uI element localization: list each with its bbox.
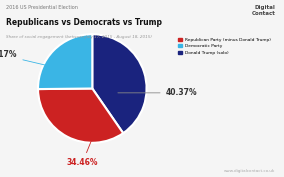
Text: 40.37%: 40.37% bbox=[118, 88, 197, 97]
Wedge shape bbox=[38, 34, 92, 89]
Text: 2016 US Presidential Election: 2016 US Presidential Election bbox=[6, 5, 78, 10]
Text: Share of social engagement (between July 17, 2015 - August 18, 2015): Share of social engagement (between July… bbox=[6, 35, 152, 39]
Text: 25.17%: 25.17% bbox=[0, 50, 61, 69]
Text: Republicans vs Democrats vs Trump: Republicans vs Democrats vs Trump bbox=[6, 18, 162, 27]
Text: 34.46%: 34.46% bbox=[67, 130, 98, 167]
Wedge shape bbox=[92, 34, 147, 133]
Text: Digital
Contact: Digital Contact bbox=[252, 5, 275, 16]
Wedge shape bbox=[38, 88, 123, 143]
Text: www.digitalcontact.co.uk: www.digitalcontact.co.uk bbox=[224, 169, 275, 173]
Legend: Republican Party (minus Donald Trump), Democratic Party, Donald Trump (solo): Republican Party (minus Donald Trump), D… bbox=[178, 38, 271, 55]
